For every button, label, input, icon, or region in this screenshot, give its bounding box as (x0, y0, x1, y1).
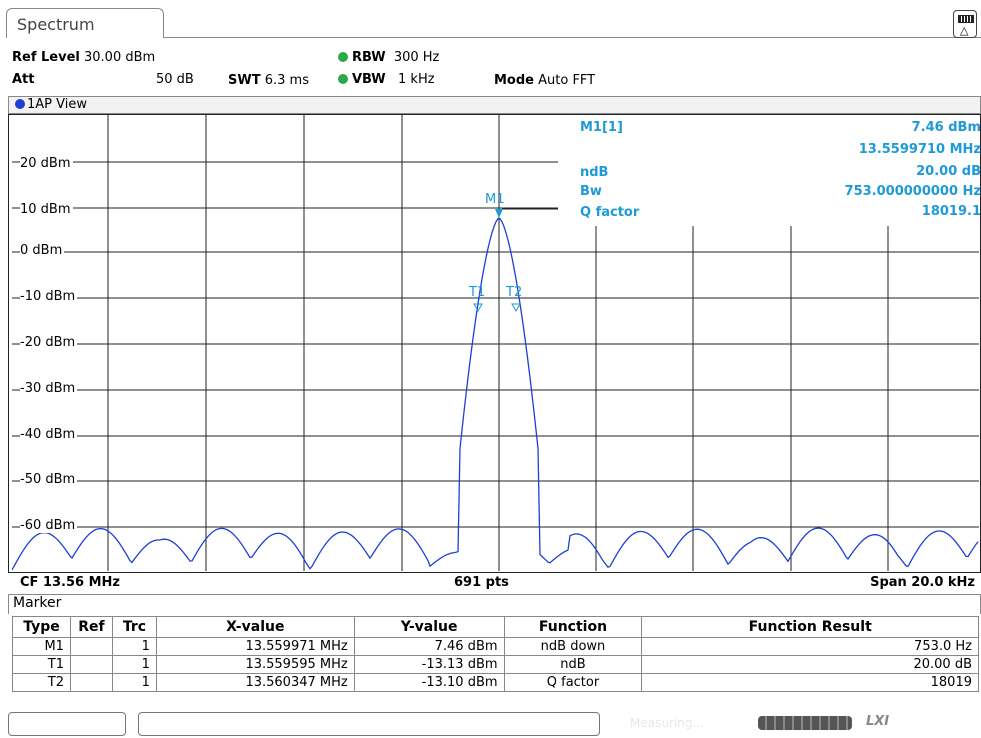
cell-y-value: -13.13 dBm (353, 655, 505, 674)
m1-marker-icon (495, 209, 503, 218)
measuring-status: Measuring... (630, 716, 704, 730)
column-header: X-value (155, 616, 355, 638)
cell-function: Q factor (503, 673, 643, 692)
t1-marker-icon (473, 303, 483, 313)
t2-plot-label: T2 (506, 285, 523, 300)
tab-divider (164, 37, 981, 38)
column-header: Ref (69, 616, 113, 638)
vbw-status-led (338, 74, 348, 84)
ref-level-setting: Ref Level 30.00 dBm (12, 50, 156, 65)
sweep-info-bar: CF 13.56 MHz 691 pts Span 20.0 kHz (8, 572, 981, 592)
cell-x-value: 13.560347 MHz (155, 673, 355, 692)
spectrum-plot[interactable] (12, 115, 979, 571)
cell-ref (69, 655, 113, 674)
marker-info-q-label: Q factor (580, 205, 640, 220)
y-tick-label: -60 dBm (20, 518, 78, 533)
cell-trc: 1 (111, 655, 157, 674)
cell-type: T1 (12, 655, 71, 674)
cell-ref (69, 673, 113, 692)
m1-plot-label: M1 (485, 192, 505, 207)
y-tick-label: 20 dBm (20, 156, 73, 171)
table-row[interactable]: T2 1 13.560347 MHz -13.10 dBm Q factor 1… (12, 673, 979, 692)
status-softkey-left[interactable] (8, 712, 126, 736)
column-header: Function Result (641, 616, 979, 638)
y-tick-label: -50 dBm (20, 472, 78, 487)
y-tick-label: 10 dBm (20, 202, 73, 217)
marker-table-header: Type Ref Trc X-value Y-value Function Fu… (12, 616, 979, 638)
cell-y-value: 7.46 dBm (353, 637, 505, 656)
cell-trc: 1 (111, 637, 157, 656)
column-header: Type (12, 616, 71, 638)
cell-function: ndB (503, 655, 643, 674)
frequency-span: Span 20.0 kHz (870, 575, 975, 590)
view-label: 1AP View (27, 97, 87, 112)
status-bar: Measuring... LXI (0, 710, 981, 738)
trace-dot-icon (15, 99, 25, 109)
cell-type: T2 (12, 673, 71, 692)
marker-info-m1-label: M1[1] (580, 120, 623, 135)
att-label: Att (12, 72, 35, 87)
mode-setting: Mode Auto FFT (494, 73, 596, 88)
y-tick-label: -20 dBm (20, 335, 78, 350)
lxi-logo: LXI (866, 714, 890, 729)
att-value: 50 dB (156, 72, 194, 87)
t1-plot-label: T1 (469, 285, 486, 300)
cell-type: M1 (12, 637, 71, 656)
marker-info-q-value: 18019.1 (921, 204, 981, 219)
vbw-setting: VBW 1 kHz (338, 72, 435, 87)
marker-info-ndb-value: 20.00 dB (916, 164, 981, 179)
cell-function-result: 753.0 Hz (641, 637, 979, 656)
y-tick-label: 0 dBm (20, 243, 65, 258)
display-config-icon[interactable]: △ (953, 10, 977, 38)
sweep-points: 691 pts (454, 575, 509, 590)
center-frequency: CF 13.56 MHz (20, 575, 120, 590)
cell-ref (69, 637, 113, 656)
y-tick-label: -40 dBm (20, 427, 78, 442)
y-tick-label: -30 dBm (20, 381, 78, 396)
marker-info-bw-value: 753.000000000 Hz (844, 184, 981, 199)
cell-function-result: 18019 (641, 673, 979, 692)
t2-marker-icon (511, 303, 521, 313)
view-title-bar: 1AP View (8, 96, 981, 114)
cell-trc: 1 (111, 673, 157, 692)
cell-x-value: 13.559595 MHz (155, 655, 355, 674)
table-row[interactable]: M1 1 13.559971 MHz 7.46 dBm ndB down 753… (12, 637, 979, 656)
cell-function: ndB down (503, 637, 643, 656)
status-message-field (138, 712, 600, 736)
rbw-status-led (338, 52, 348, 62)
cell-y-value: -13.10 dBm (353, 673, 505, 692)
column-header: Function (503, 616, 643, 638)
marker-table: Type Ref Trc X-value Y-value Function Fu… (12, 616, 979, 692)
cell-function-result: 20.00 dB (641, 655, 979, 674)
spectrum-trace (12, 218, 979, 571)
table-row[interactable]: T1 1 13.559595 MHz -13.13 dBm ndB 20.00 … (12, 655, 979, 674)
marker-table-title: Marker (8, 594, 981, 614)
tab-title: Spectrum (17, 15, 95, 34)
y-tick-label: -10 dBm (20, 289, 78, 304)
marker-info-bw-label: Bw (580, 184, 602, 199)
sweep-progress-bar (758, 716, 852, 730)
cell-x-value: 13.559971 MHz (155, 637, 355, 656)
marker-info-ndb-label: ndB (580, 165, 609, 180)
tab-spectrum[interactable]: Spectrum (6, 8, 164, 38)
column-header: Trc (111, 616, 157, 638)
marker-info-m1-freq: 13.5599710 MHz (858, 142, 981, 157)
marker-info-m1-level: 7.46 dBm (911, 120, 981, 135)
rbw-setting: RBW 300 Hz (338, 50, 439, 65)
swt-setting: SWT 6.3 ms (228, 73, 309, 88)
column-header: Y-value (353, 616, 505, 638)
